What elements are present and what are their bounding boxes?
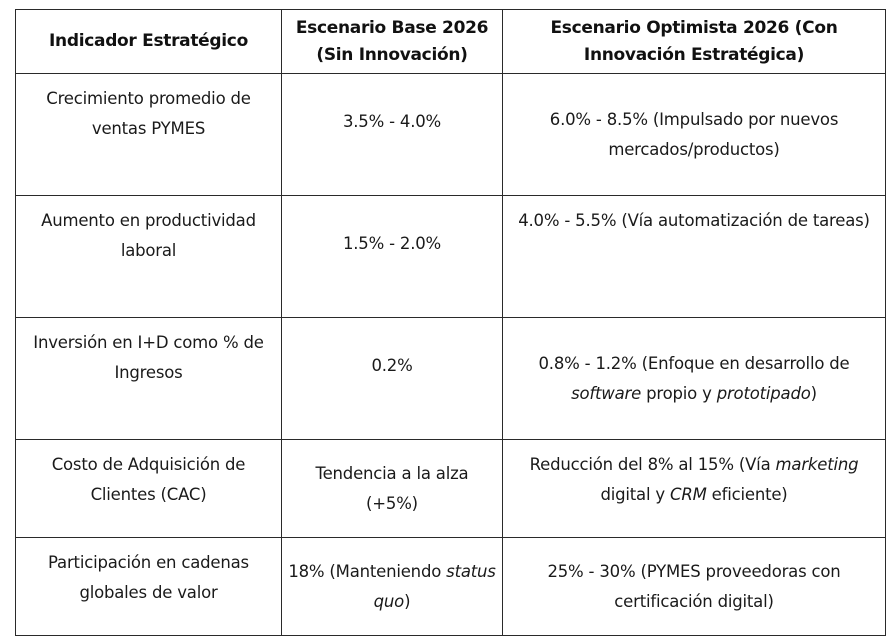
table-row: Participación en cadenas globales de val… [15,537,886,636]
text-segment: eficiente) [706,485,788,504]
text-segment: 0.8% - 1.2% (Enfoque en desarrollo de [538,353,850,373]
table-row: Inversión en I+D como % de Ingresos 0.2%… [15,317,886,440]
text-segment: Reducción del 8% al 15% (Vía [529,455,776,474]
cell-base: 18% (Manteniendo status quo) [281,537,503,636]
header-optimistic-scenario: Escenario Optimista 2026 (Con Innovación… [502,9,886,74]
text-segment: propio y [641,383,717,403]
cell-base: 3.5% - 4.0% [281,73,503,196]
cell-optimistic: Reducción del 8% al 15% (Vía marketing d… [502,439,886,538]
text-segment: digital y [600,485,670,504]
scenario-comparison-table: Indicador Estratégico Escenario Base 202… [15,9,886,636]
cell-optimistic: 6.0% - 8.5% (Impulsado por nuevos mercad… [502,73,886,196]
text-segment: 18% (Manteniendo [288,561,447,581]
italic-term-marketing: marketing [775,455,859,474]
cell-base: Tendencia a la alza (+5%) [281,439,503,538]
italic-term-prototipado: prototipado [716,383,811,403]
cell-indicator: Aumento en productividad laboral [15,195,282,318]
header-optimistic-line-1: Escenario Optimista 2026 (Con [550,17,838,38]
cell-indicator: Costo de Adquisición de Clientes (CAC) [15,439,282,538]
table-row: Crecimiento promedio de ventas PYMES 3.5… [15,73,886,196]
scenario-comparison-table-container: Indicador Estratégico Escenario Base 202… [15,9,886,636]
cell-indicator: Participación en cadenas globales de val… [15,537,282,636]
cell-optimistic: 4.0% - 5.5% (Vía automatización de tarea… [502,195,886,318]
header-base-line-2: (Sin Innovación) [316,44,468,65]
table-header-row: Indicador Estratégico Escenario Base 202… [15,9,886,74]
text-segment: ) [404,591,411,611]
header-base-line-1: Escenario Base 2026 [295,17,489,38]
header-base-scenario: Escenario Base 2026 (Sin Innovación) [281,9,503,74]
italic-term-crm: CRM [670,485,707,504]
cell-indicator: Inversión en I+D como % de Ingresos [15,317,282,440]
cell-optimistic: 25% - 30% (PYMES proveedoras con certifi… [502,537,886,636]
cell-base: 0.2% [281,317,503,440]
header-indicator: Indicador Estratégico [15,9,282,74]
table-row: Costo de Adquisición de Clientes (CAC) T… [15,439,886,538]
cell-indicator: Crecimiento promedio de ventas PYMES [15,73,282,196]
table-row: Aumento en productividad laboral 1.5% - … [15,195,886,318]
cell-optimistic: 0.8% - 1.2% (Enfoque en desarrollo de so… [502,317,886,440]
cell-base: 1.5% - 2.0% [281,195,503,318]
text-segment: ) [810,383,817,403]
italic-term-software: software [571,383,642,403]
header-optimistic-line-2: Innovación Estratégica) [583,44,805,65]
